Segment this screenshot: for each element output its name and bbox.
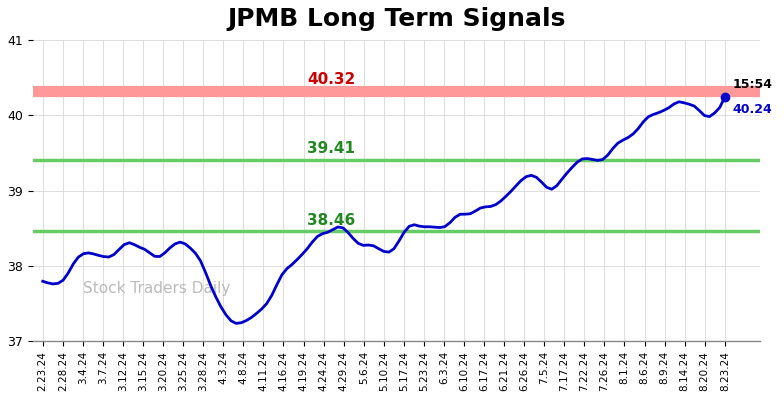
Text: 38.46: 38.46 xyxy=(307,213,355,228)
Text: 39.41: 39.41 xyxy=(307,141,355,156)
Text: 15:54: 15:54 xyxy=(732,78,772,91)
Text: 40.32: 40.32 xyxy=(307,72,355,87)
Title: JPMB Long Term Signals: JPMB Long Term Signals xyxy=(227,7,566,31)
Text: 40.24: 40.24 xyxy=(732,103,772,116)
Text: Stock Traders Daily: Stock Traders Daily xyxy=(83,281,230,296)
